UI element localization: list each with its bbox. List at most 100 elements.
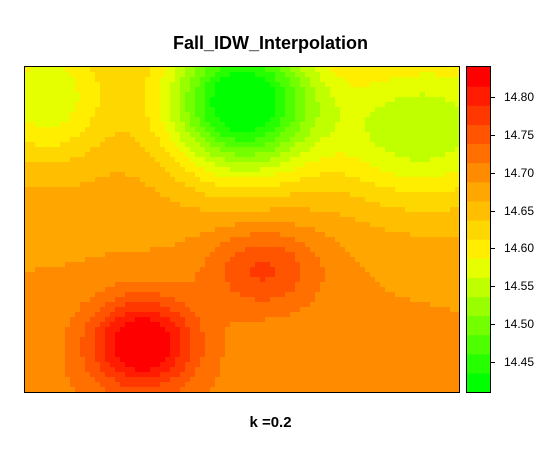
heatmap-cell [255,132,261,138]
heatmap-cell [285,257,291,263]
heatmap-cell [25,117,31,123]
heatmap-cell [420,222,426,228]
heatmap-cell [455,132,459,138]
heatmap-cell [350,162,356,168]
heatmap-cell [110,317,116,323]
heatmap-cell [340,137,346,143]
heatmap-cell [330,222,336,228]
heatmap-cell [315,342,321,348]
heatmap-cell [240,152,246,158]
heatmap-cell [35,142,41,148]
heatmap-cell [135,107,141,113]
heatmap-cell [145,202,151,208]
heatmap-cell [245,87,251,93]
heatmap-cell [115,267,121,273]
heatmap-cell [265,117,271,123]
heatmap-cell [95,127,101,133]
heatmap-cell [285,327,291,333]
heatmap-cell [25,327,31,333]
heatmap-cell [290,282,296,288]
heatmap-cell [335,132,341,138]
heatmap-cell [160,137,166,143]
heatmap-cell [80,97,86,103]
heatmap-cell [50,327,56,333]
heatmap-cell [380,122,386,128]
heatmap-cell [375,142,381,148]
heatmap-cell [135,102,141,108]
heatmap-cell [135,122,141,128]
heatmap-cell [370,187,376,193]
heatmap-cell [90,327,96,333]
heatmap-cell [205,242,211,248]
heatmap-cell [165,107,171,113]
heatmap-cell [320,237,326,243]
heatmap-cell [265,107,271,113]
heatmap-cell [65,272,71,278]
heatmap-cell [60,177,66,183]
heatmap-cell [165,142,171,148]
heatmap-cell [160,292,166,298]
heatmap-cell [345,297,351,303]
heatmap-cell [55,352,61,358]
heatmap-cell [135,197,141,203]
heatmap-cell [310,237,316,243]
heatmap-cell [105,207,111,213]
heatmap-cell [150,137,156,143]
heatmap-cell [125,337,131,343]
heatmap-cell [195,252,201,258]
heatmap-cell [30,302,36,308]
heatmap-cell [385,77,391,83]
heatmap-cell [280,167,286,173]
heatmap-cell [180,257,186,263]
heatmap-cell [160,187,166,193]
heatmap-cell [355,297,361,303]
heatmap-cell [105,297,111,303]
heatmap-cell [275,127,281,133]
heatmap-cell [415,167,421,173]
heatmap-cell [305,297,311,303]
heatmap-cell [155,97,161,103]
heatmap-cell [300,332,306,338]
heatmap-cell [440,287,446,293]
heatmap-cell [455,222,459,228]
heatmap-cell [230,167,236,173]
heatmap-cell [340,157,346,163]
heatmap-cell [300,142,306,148]
heatmap-cell [175,102,181,108]
heatmap-cell [250,82,256,88]
heatmap-cell [185,337,191,343]
heatmap-cell [80,227,86,233]
heatmap-cell [330,157,336,163]
heatmap-cell [350,67,356,73]
heatmap-cell [45,197,51,203]
heatmap-cell [80,272,86,278]
heatmap-cell [115,162,121,168]
heatmap-cell [365,267,371,273]
heatmap-cell [200,232,206,238]
heatmap-cell [170,262,176,268]
heatmap-cell [295,137,301,143]
heatmap-cell [205,352,211,358]
heatmap-cell [80,177,86,183]
heatmap-cell [255,102,261,108]
heatmap-cell [95,282,101,288]
heatmap-cell [95,92,101,98]
heatmap-cell [385,262,391,268]
heatmap-cell [120,137,126,143]
heatmap-cell [200,272,206,278]
heatmap-cell [85,162,91,168]
heatmap-cell [65,267,71,273]
heatmap-cell [305,272,311,278]
heatmap-cell [130,232,136,238]
heatmap-cell [295,262,301,268]
heatmap-cell [255,347,261,353]
heatmap-cell [455,207,459,213]
heatmap-cell [290,322,296,328]
heatmap-cell [335,252,341,258]
heatmap-cell [230,152,236,158]
heatmap-cell [125,187,131,193]
heatmap-cell [245,182,251,188]
heatmap-cell [100,217,106,223]
heatmap-cell [375,242,381,248]
heatmap-cell [295,252,301,258]
